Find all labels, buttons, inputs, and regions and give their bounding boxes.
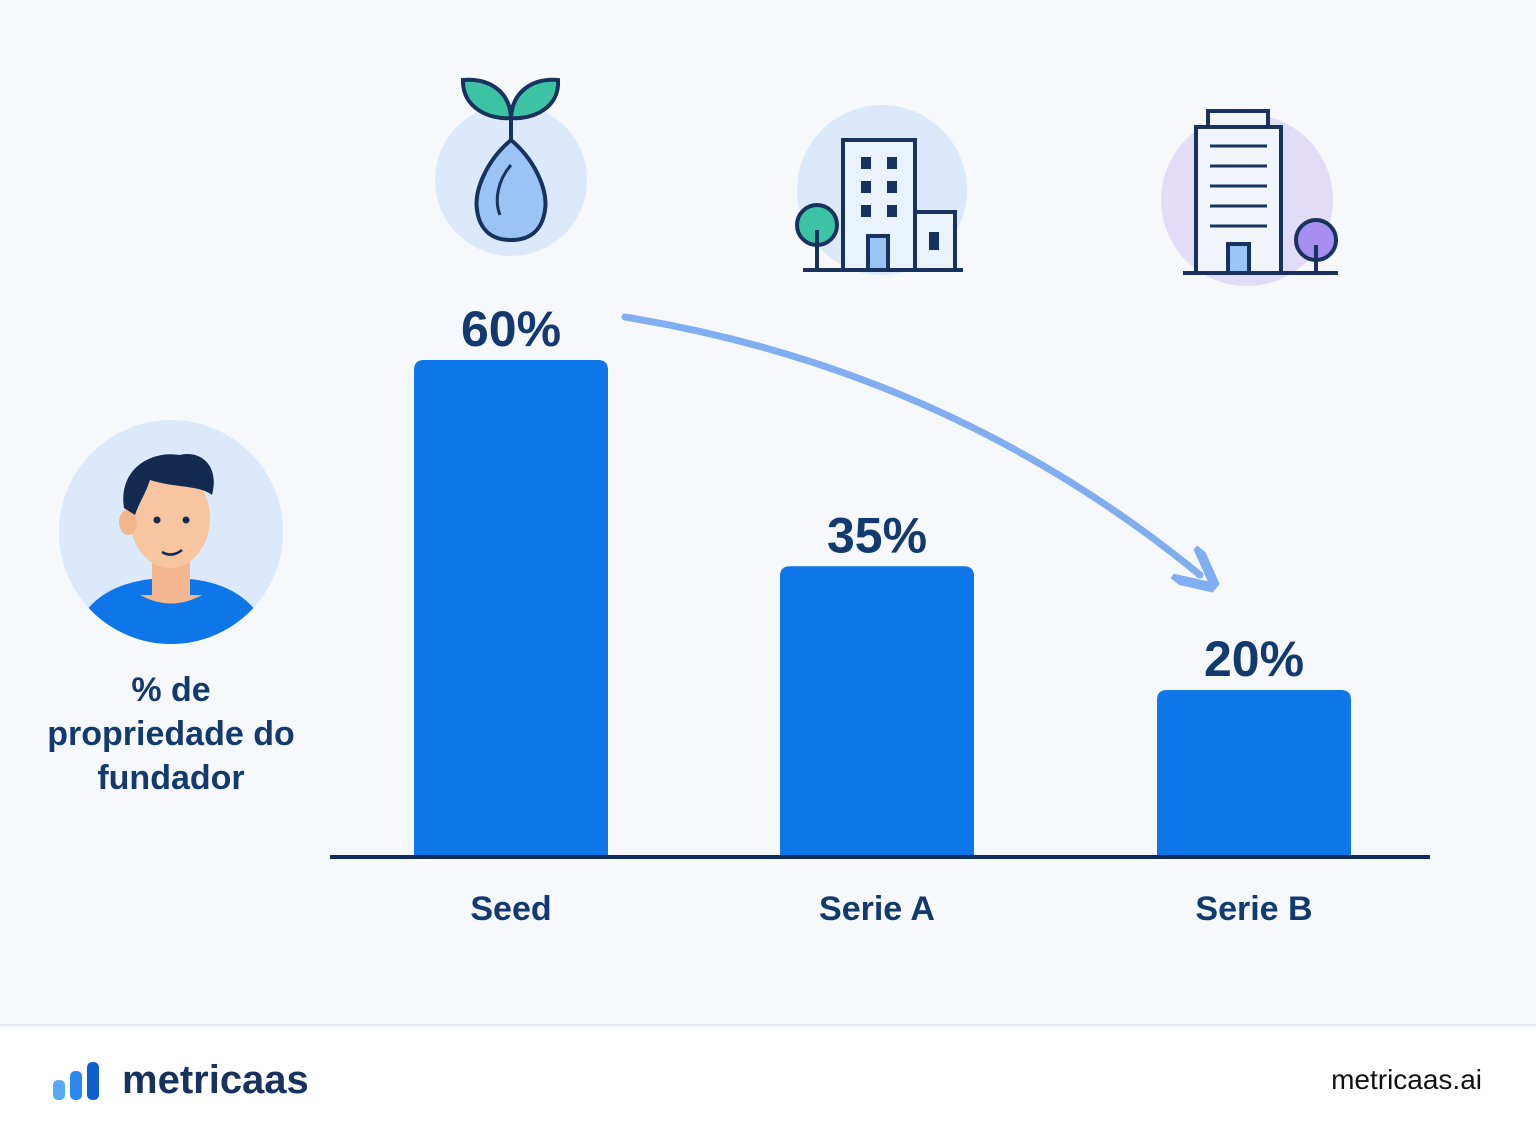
x-tick-label: Serie B bbox=[1195, 890, 1312, 928]
bar bbox=[780, 566, 974, 855]
brand-logo bbox=[53, 1062, 99, 1100]
seed-icon bbox=[435, 77, 587, 256]
x-tick-label: Seed bbox=[470, 890, 551, 928]
tower-icon bbox=[1161, 109, 1338, 286]
building-icon bbox=[795, 105, 967, 275]
brand-url: metricaas.ai bbox=[1331, 1064, 1482, 1095]
trend-arrow bbox=[621, 313, 1200, 575]
value-label: 60% bbox=[461, 301, 561, 357]
y-axis-label: % de propriedade do fundador bbox=[47, 671, 295, 797]
x-tick-label: Serie A bbox=[819, 890, 935, 928]
value-label: 35% bbox=[827, 507, 927, 563]
value-label: 20% bbox=[1204, 631, 1304, 687]
chart: 60% Seed 35% Serie A 20% Serie B bbox=[59, 77, 1430, 928]
founder-avatar bbox=[59, 420, 283, 644]
brand-name: metricaas bbox=[122, 1058, 309, 1102]
footer: metricaas metricaas.ai bbox=[0, 1024, 1536, 1136]
bar bbox=[414, 360, 608, 855]
bar bbox=[1157, 690, 1351, 855]
